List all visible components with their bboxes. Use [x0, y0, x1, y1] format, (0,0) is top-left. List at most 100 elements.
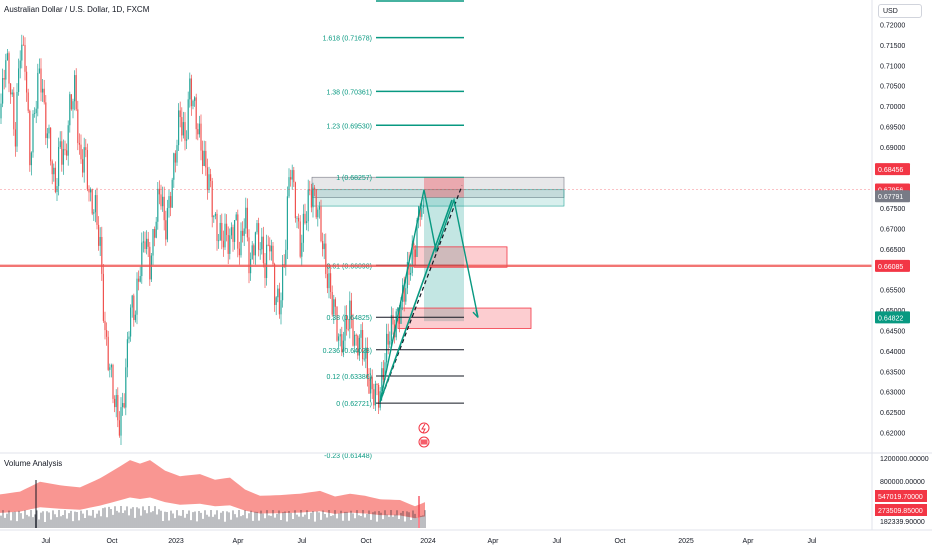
candle-body [37, 72, 39, 109]
candle-body [245, 207, 247, 229]
candle-body [186, 139, 188, 141]
candle-body [317, 209, 319, 218]
candle-body [419, 206, 421, 217]
currency-selector[interactable]: USD [878, 4, 922, 18]
candle-body [155, 221, 157, 238]
candle-body [142, 241, 144, 243]
candle-body [178, 110, 180, 146]
candle-body [274, 264, 276, 305]
candle-body [51, 161, 53, 175]
candle-body [381, 368, 383, 392]
candle-body [347, 328, 349, 330]
candle-body [294, 182, 296, 219]
candle-body [154, 228, 156, 238]
candle-body [363, 358, 365, 360]
candle-body [50, 127, 52, 162]
candle-body [82, 159, 84, 173]
candle-body [318, 206, 320, 210]
candle-body [138, 278, 140, 282]
lightning-event-icon[interactable] [418, 422, 430, 434]
volume-badge [875, 504, 927, 516]
candle-body [254, 232, 256, 256]
candle-body [370, 376, 372, 394]
x-tick-label: 2024 [420, 538, 436, 545]
x-tick-label: Apr [488, 538, 500, 545]
candle-body [131, 295, 133, 308]
candle-body [88, 189, 90, 193]
y-tick-label: 0.62500 [880, 410, 905, 417]
candle-body [354, 334, 356, 346]
candle-body [352, 319, 354, 346]
candle-body [384, 362, 386, 380]
price-badge-label: 0.66085 [878, 264, 903, 271]
candle-body [40, 68, 42, 93]
candle-body [176, 145, 178, 163]
candle-body [291, 170, 293, 180]
candle-body [10, 83, 12, 95]
candle-body [373, 389, 375, 406]
candle-body [170, 196, 172, 208]
candle-body [397, 307, 399, 312]
candle-body [350, 300, 352, 320]
candle-body [413, 243, 415, 250]
candle-body [256, 223, 258, 233]
price-badge-label: 0.68456 [878, 167, 903, 174]
projected-path-arrow [379, 189, 479, 403]
candle-body [339, 334, 341, 337]
candle-body [3, 77, 5, 80]
candle-body [218, 240, 220, 242]
x-tick-label: Apr [233, 538, 245, 545]
candle-body [357, 335, 359, 356]
candle-body [286, 196, 288, 250]
candle-body [290, 177, 292, 180]
candle-body [269, 245, 271, 252]
candle-body [141, 242, 143, 277]
candle-body [325, 243, 327, 274]
candle-body [314, 187, 316, 190]
candle-body [251, 245, 253, 259]
x-tick-label: Jul [808, 538, 817, 545]
candle-body [416, 219, 418, 257]
candle-body [29, 110, 31, 166]
fib-label: 1.618 (0.71678) [323, 36, 372, 43]
candle-body [382, 368, 384, 380]
candle-body [35, 108, 37, 114]
candle-body [368, 377, 370, 394]
candle-body [230, 227, 232, 236]
price-badge [875, 259, 910, 272]
y-tick-label: 0.63500 [880, 369, 905, 376]
target-stop-zone [424, 177, 464, 198]
candle-body [70, 94, 72, 110]
candle-body [197, 129, 199, 135]
x-tick-label: Oct [107, 538, 118, 545]
y-tick-label: 0.71500 [880, 43, 905, 50]
candle-body [285, 249, 287, 267]
candle-body [386, 333, 388, 363]
candle-body [2, 77, 4, 104]
candle-body [59, 141, 61, 148]
candle-body [99, 236, 101, 246]
volume-axis-label: 182339.90000 [880, 519, 925, 526]
candle-body [45, 102, 47, 139]
candle-body [102, 273, 104, 321]
candle-body [109, 367, 111, 370]
candle-body [344, 315, 346, 341]
candle-body [203, 150, 205, 166]
candle-body [42, 88, 44, 93]
volume-envelope-area [0, 460, 425, 519]
candle-body [240, 230, 242, 256]
candle-body [93, 212, 95, 214]
candle-body [211, 181, 213, 218]
y-tick-label: 0.65500 [880, 288, 905, 295]
candle-body [342, 340, 344, 352]
lightning-event-glyph [421, 423, 426, 434]
candle-body [422, 204, 424, 208]
candle-body [219, 222, 221, 241]
candle-body [168, 196, 170, 209]
candle-body [144, 241, 146, 249]
candle-body [222, 240, 224, 248]
candle-body [112, 364, 114, 399]
candle-body [320, 206, 322, 242]
candle-body [152, 228, 154, 256]
